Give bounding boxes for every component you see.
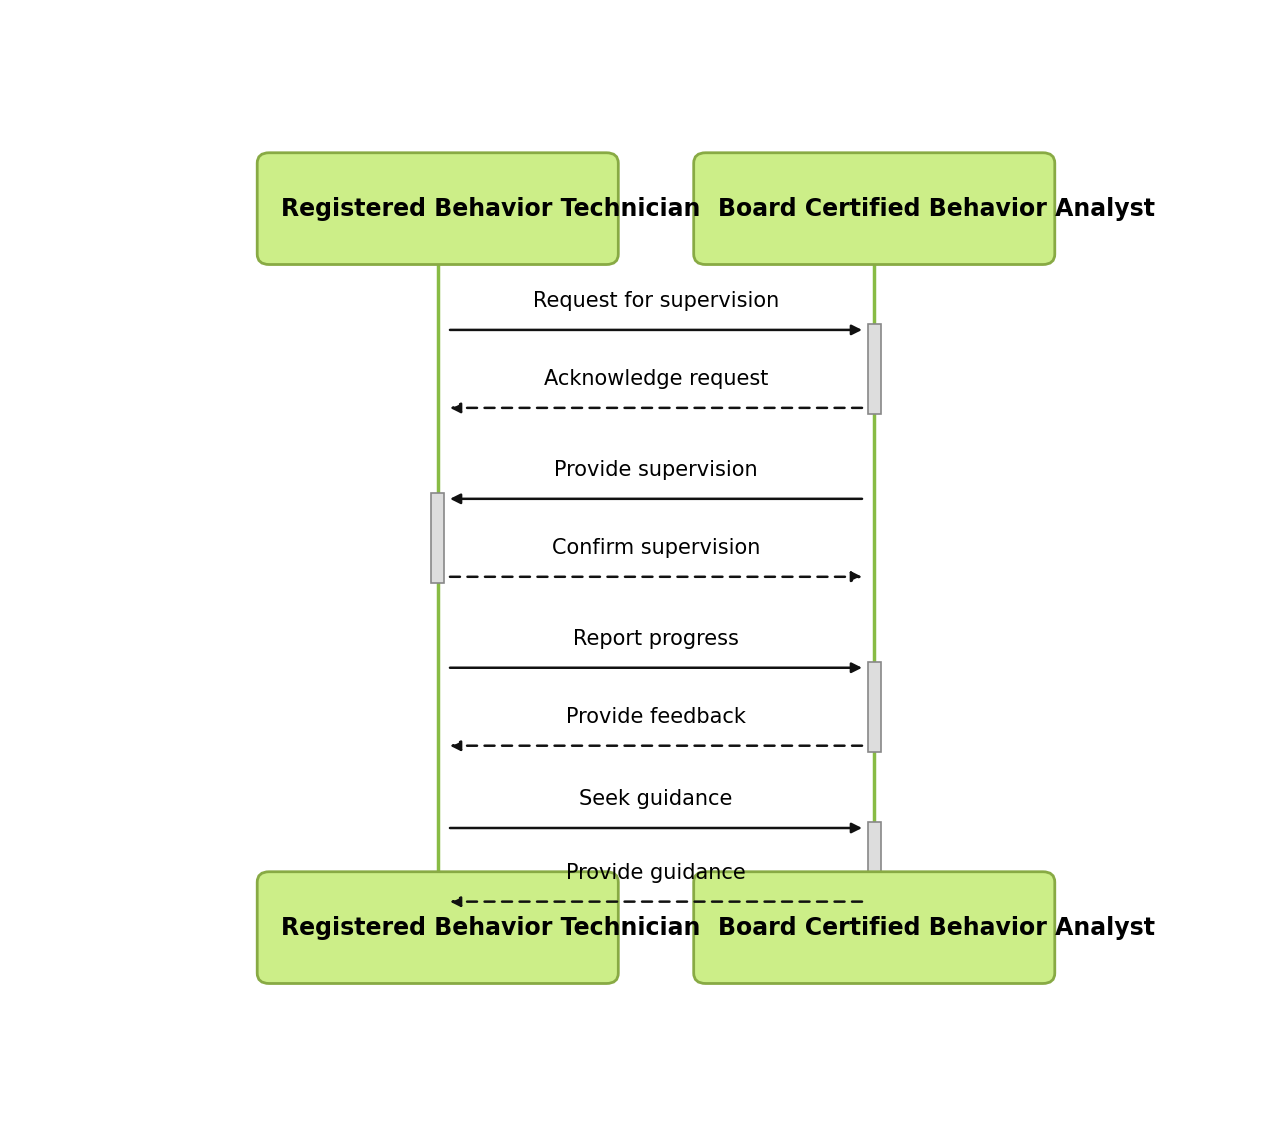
Text: Acknowledge request: Acknowledge request xyxy=(544,369,768,389)
FancyBboxPatch shape xyxy=(694,872,1055,983)
Text: Report progress: Report progress xyxy=(573,629,739,649)
Bar xyxy=(868,822,881,908)
Text: Confirm supervision: Confirm supervision xyxy=(552,538,760,558)
Text: Board Certified Behavior Analyst: Board Certified Behavior Analyst xyxy=(718,197,1155,221)
Text: Board Certified Behavior Analyst: Board Certified Behavior Analyst xyxy=(718,916,1155,939)
Text: Request for supervision: Request for supervision xyxy=(532,291,780,310)
Text: Registered Behavior Technician: Registered Behavior Technician xyxy=(282,916,700,939)
Bar xyxy=(431,493,444,583)
Text: Provide guidance: Provide guidance xyxy=(566,863,746,883)
Text: Provide feedback: Provide feedback xyxy=(566,706,746,727)
Text: Provide supervision: Provide supervision xyxy=(554,460,758,479)
FancyBboxPatch shape xyxy=(257,153,618,264)
Text: Seek guidance: Seek guidance xyxy=(580,789,732,809)
FancyBboxPatch shape xyxy=(694,153,1055,264)
Bar xyxy=(868,662,881,752)
FancyBboxPatch shape xyxy=(257,872,618,983)
Text: Registered Behavior Technician: Registered Behavior Technician xyxy=(282,197,700,221)
Bar xyxy=(868,324,881,414)
